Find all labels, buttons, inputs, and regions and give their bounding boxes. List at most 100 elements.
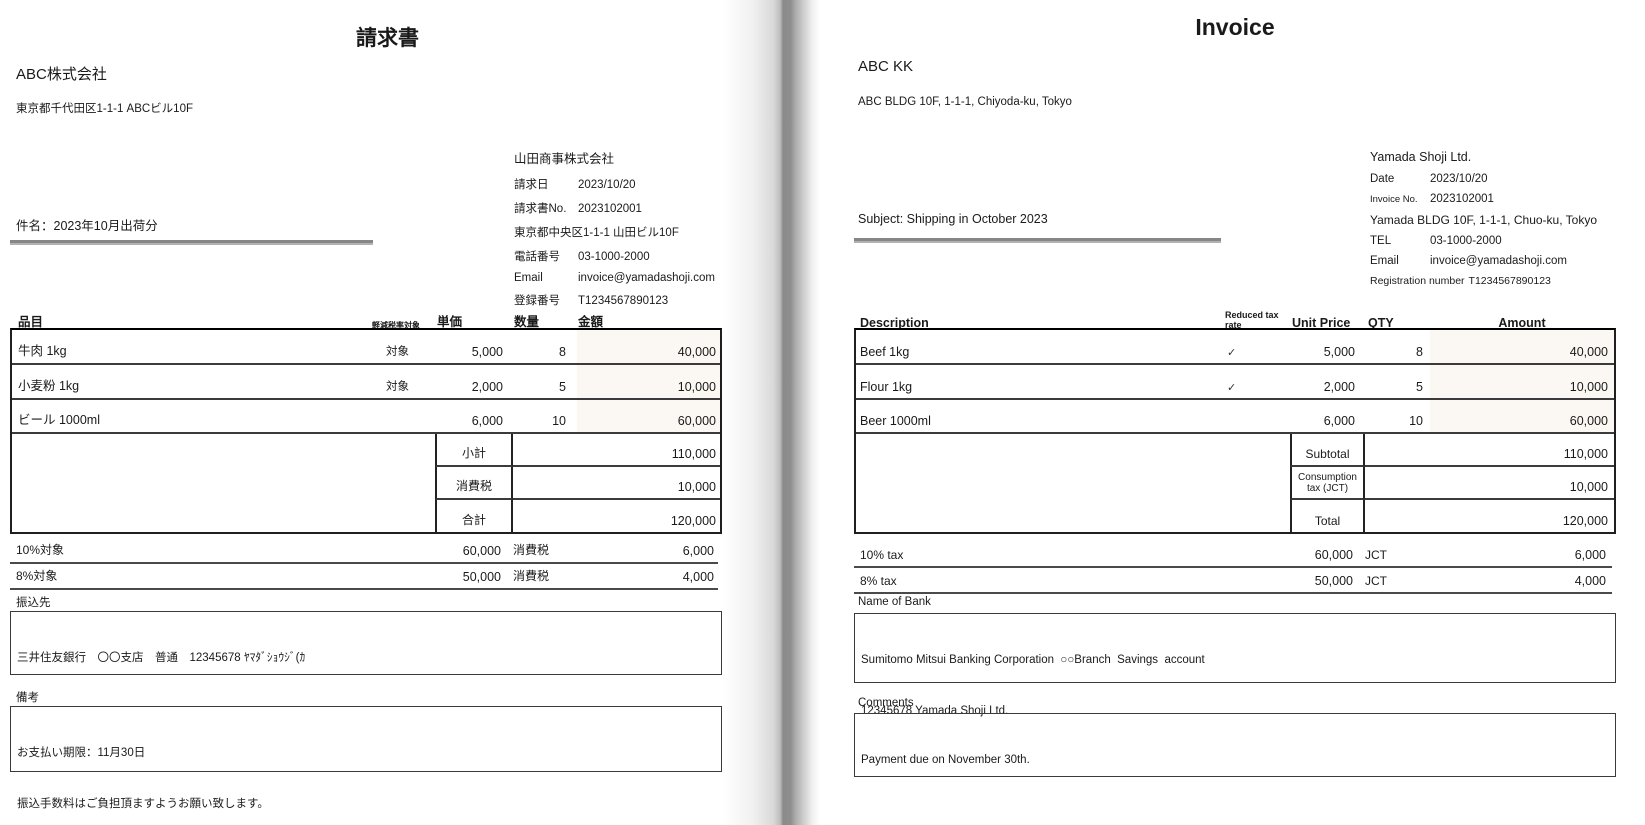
email-value-jp: invoice@yamadashoji.com xyxy=(578,272,715,284)
items-table-header-en: Description Reduced tax rate Unit Price … xyxy=(856,300,1614,330)
bank-line-1: 三井住友銀行 〇〇支店 普通 12345678 ﾔﾏﾀﾞｼｮｳｼﾞ(ｶ xyxy=(17,652,306,664)
item-name: 小麦粉 1kg xyxy=(18,379,80,393)
registration-row-en: Registration number T1234567890123 xyxy=(1370,275,1635,287)
notes-section-label-jp: 備考 xyxy=(16,692,39,704)
reduced-tax-check xyxy=(1215,400,1290,432)
item-name: Beef 1kg xyxy=(860,345,910,359)
amount: 40,000 xyxy=(1430,330,1614,363)
reduced-tax-flag xyxy=(360,400,435,432)
tel-label-jp: 電話番号 xyxy=(514,251,560,263)
subtotal-label: 小計 xyxy=(435,434,513,467)
total-label: 合計 xyxy=(435,500,513,532)
invoice-date-value-en: 2023/10/20 xyxy=(1430,173,1488,185)
tax-value: 10,000 xyxy=(513,467,720,500)
tax-label: Consumption tax (JCT) xyxy=(1290,467,1365,500)
breakdown-tax-value: 6,000 xyxy=(1574,548,1606,562)
quantity: 5 xyxy=(1416,380,1423,394)
tel-label-en: TEL xyxy=(1370,235,1392,247)
registration-label-jp: 登録番号 xyxy=(514,295,560,307)
breakdown-tax-value: 6,000 xyxy=(682,544,714,558)
tax-breakdown-row-10: 10%対象 60,000 消費税 6,000 xyxy=(10,536,718,564)
col-header-unit-price-jp: 単価 xyxy=(437,315,463,329)
col-header-qty-jp: 数量 xyxy=(514,315,540,329)
unit-price: 2,000 xyxy=(1323,380,1355,394)
quantity: 8 xyxy=(1416,345,1423,359)
table-row: ビール 1000ml 6,000 10 60,000 xyxy=(12,400,720,434)
table-row: Beef 1kg ✓ 5,000 8 40,000 xyxy=(856,330,1614,365)
breakdown-label: 8%対象 xyxy=(16,569,58,583)
customer-address-jp: 東京都千代田区1-1-1 ABCビル10F xyxy=(16,103,194,115)
unit-price: 6,000 xyxy=(1323,414,1355,428)
subject-underline-jp xyxy=(10,240,373,245)
bank-section-label-jp: 振込先 xyxy=(16,597,51,609)
seller-name-jp: 山田商事株式会社 xyxy=(514,152,615,166)
breakdown-tax-label: JCT xyxy=(1365,548,1387,562)
tax-label: 消費税 xyxy=(435,467,513,500)
invoice-no-row-jp: 請求書No. 2023102001 xyxy=(514,200,724,216)
subtotal-label: Subtotal xyxy=(1290,434,1365,467)
invoice-no-row-en: Invoice No. 2023102001 xyxy=(1370,193,1635,205)
table-row: Flour 1kg ✓ 2,000 5 10,000 xyxy=(856,365,1614,400)
unit-price: 5,000 xyxy=(1323,345,1355,359)
invoice-no-value-en: 2023102001 xyxy=(1430,193,1494,205)
subject-underline-en xyxy=(854,238,1221,243)
subtotal-row: Subtotal 110,000 xyxy=(856,434,1614,467)
subject-line-jp: 件名：2023年10月出荷分 xyxy=(16,219,158,233)
table-row: 牛肉 1kg 対象 5,000 8 40,000 xyxy=(12,330,720,365)
bank-info-box-en: Sumitomo Mitsui Banking Corporation ○○Br… xyxy=(854,613,1616,717)
email-label-en: Email xyxy=(1370,255,1399,267)
subtotal-value: 110,000 xyxy=(1365,434,1614,467)
total-row: 合計 120,000 xyxy=(12,500,720,532)
bank-line-2: 12345678 Yamada Shoji Ltd. xyxy=(861,705,1009,717)
items-table-en: Beef 1kg ✓ 5,000 8 40,000 Flour 1kg ✓ 2,… xyxy=(854,328,1616,534)
registration-row-jp: 登録番号 T1234567890123 xyxy=(514,292,724,308)
breakdown-tax-label: JCT xyxy=(1365,574,1387,588)
total-row: Total 120,000 xyxy=(856,500,1614,532)
amount: 10,000 xyxy=(1430,365,1614,398)
subtotal-value: 110,000 xyxy=(513,434,720,467)
invoice-no-value-jp: 2023102001 xyxy=(578,203,642,215)
customer-name-jp: ABC株式会社 xyxy=(16,66,107,83)
quantity: 10 xyxy=(1409,414,1423,428)
tax-value: 10,000 xyxy=(1365,467,1614,500)
seller-info-en: Yamada Shoji Ltd. Date 2023/10/20 Invoic… xyxy=(1370,150,1635,295)
tel-row-en: TEL 03-1000-2000 xyxy=(1370,235,1635,247)
quantity: 8 xyxy=(559,345,566,359)
invoice-date-label-en: Date xyxy=(1370,173,1395,185)
invoice-no-label-en: Invoice No. xyxy=(1370,194,1418,205)
registration-value-en: T1234567890123 xyxy=(1468,275,1551,287)
amount: 60,000 xyxy=(1430,400,1614,432)
col-header-unit-price-en: Unit Price xyxy=(1292,316,1351,330)
breakdown-tax-value: 4,000 xyxy=(1574,574,1606,588)
customer-name-en: ABC KK xyxy=(858,58,914,75)
bank-section-label-en: Name of Bank xyxy=(858,596,931,608)
seller-address-en: Yamada BLDG 10F, 1-1-1, Chuo-ku, Tokyo xyxy=(1370,213,1598,227)
total-value: 120,000 xyxy=(670,514,716,528)
breakdown-base: 50,000 xyxy=(1314,574,1353,588)
invoice-date-label-jp: 請求日 xyxy=(514,179,549,191)
tel-value-en: 03-1000-2000 xyxy=(1430,235,1502,247)
col-header-reduced-jp: 軽減税率対象 xyxy=(372,321,420,330)
item-name: Flour 1kg xyxy=(860,380,913,394)
customer-address-en: ABC BLDG 10F, 1-1-1, Chiyoda-ku, Tokyo xyxy=(858,96,1072,108)
col-header-item-en: Description xyxy=(860,316,929,330)
breakdown-tax-label: 消費税 xyxy=(513,543,550,557)
bank-line-1: Sumitomo Mitsui Banking Corporation ○○Br… xyxy=(861,654,1205,666)
reduced-tax-check: ✓ xyxy=(1227,382,1237,394)
invoice-date-value-jp: 2023/10/20 xyxy=(578,179,636,191)
item-name: 牛肉 1kg xyxy=(18,344,67,358)
breakdown-label: 10% tax xyxy=(860,548,904,562)
comments-section-label-en: Comments xyxy=(858,697,914,709)
page-title-en: Invoice xyxy=(1195,14,1275,40)
reduced-tax-flag: 対象 xyxy=(386,381,409,393)
breakdown-tax-label: 消費税 xyxy=(513,569,550,583)
breakdown-base: 60,000 xyxy=(1314,548,1353,562)
notes-box-jp: お支払い期限：11月30日 振込手数料はご負担頂ますようお願い致します。 xyxy=(10,706,722,810)
email-value-en: invoice@yamadashoji.com xyxy=(1430,255,1567,267)
tax-row: Consumption tax (JCT) 10,000 xyxy=(856,467,1614,500)
tel-value-jp: 03-1000-2000 xyxy=(578,251,650,263)
notes-line-2: 振込手数料はご負担頂ますようお願い致します。 xyxy=(17,798,269,810)
table-row: 小麦粉 1kg 対象 2,000 5 10,000 xyxy=(12,365,720,400)
email-row-jp: Email invoice@yamadashoji.com xyxy=(514,272,724,284)
breakdown-label: 8% tax xyxy=(860,574,897,588)
